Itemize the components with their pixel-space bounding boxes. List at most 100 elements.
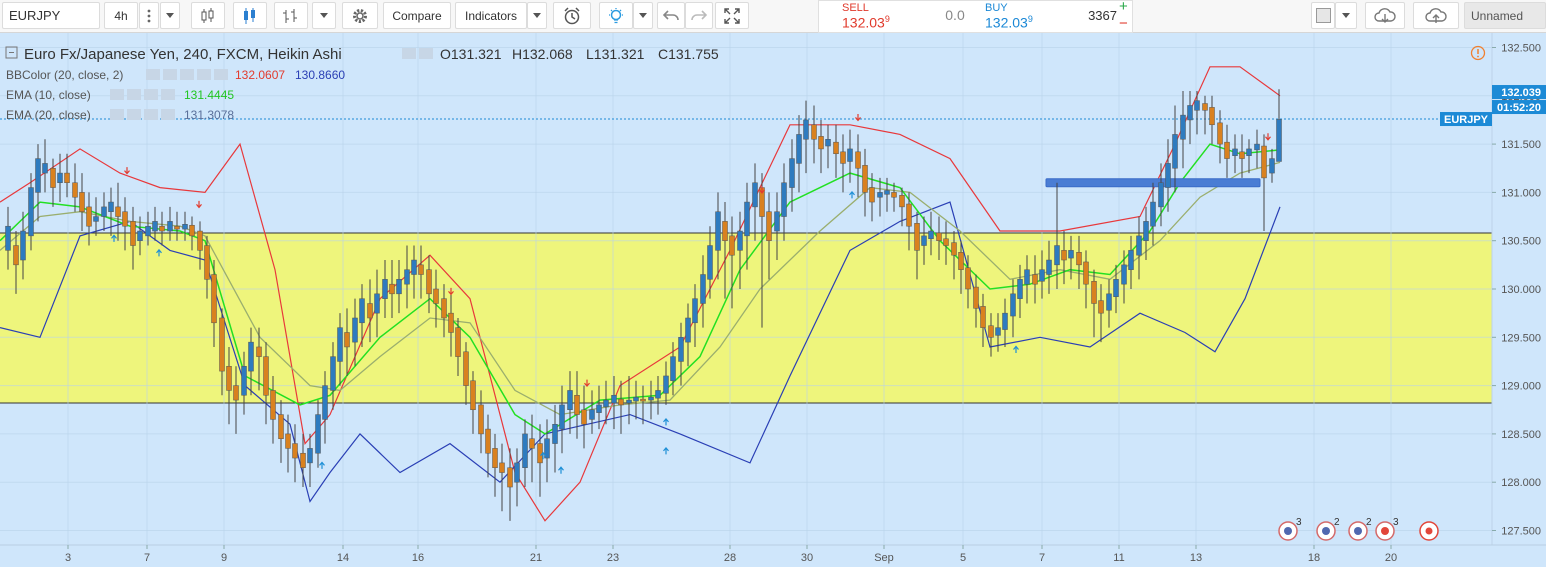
price-axis-panel[interactable]	[1492, 33, 1546, 545]
candle[interactable]	[455, 317, 461, 376]
economic-event-marker[interactable]: 2	[1316, 517, 1340, 541]
ideas-button[interactable]	[599, 2, 633, 29]
candle[interactable]	[337, 313, 343, 386]
candle[interactable]	[1032, 255, 1038, 304]
candle[interactable]	[248, 327, 254, 396]
gear-icon[interactable]	[419, 48, 433, 59]
candle[interactable]	[292, 424, 298, 483]
candle[interactable]	[1098, 284, 1104, 343]
candle[interactable]	[204, 235, 210, 299]
candle[interactable]	[1209, 95, 1215, 145]
buy-button[interactable]: BUY 132.039	[975, 1, 1075, 32]
quantity-minus-button[interactable]: −	[1119, 15, 1128, 32]
candle[interactable]	[28, 173, 34, 251]
candle[interactable]	[86, 192, 92, 246]
candle[interactable]	[774, 192, 780, 261]
candle[interactable]	[159, 211, 165, 246]
candle[interactable]	[137, 216, 143, 256]
candle[interactable]	[499, 443, 505, 512]
plus-icon[interactable]	[144, 109, 158, 120]
candle[interactable]	[692, 284, 698, 347]
gear-icon[interactable]	[127, 109, 141, 120]
candle[interactable]	[300, 433, 306, 488]
candle[interactable]	[1113, 264, 1119, 314]
candle[interactable]	[626, 375, 632, 425]
candle[interactable]	[685, 303, 691, 367]
candle[interactable]	[485, 414, 491, 478]
candle[interactable]	[552, 404, 558, 473]
candle[interactable]	[589, 390, 595, 434]
candle[interactable]	[315, 400, 321, 468]
candle[interactable]	[389, 260, 395, 318]
candle[interactable]	[678, 322, 684, 386]
economic-event-marker[interactable]: 2	[1348, 517, 1372, 541]
candle[interactable]	[167, 206, 173, 241]
candle[interactable]	[478, 390, 484, 454]
source-icon[interactable]	[180, 69, 194, 80]
gear-icon[interactable]	[163, 69, 177, 80]
eye-icon[interactable]	[110, 109, 124, 120]
candle[interactable]	[825, 124, 831, 169]
sell-button[interactable]: SELL 132.039	[833, 1, 953, 32]
gear-icon[interactable]	[127, 89, 141, 100]
candle[interactable]	[122, 197, 128, 251]
candle[interactable]	[537, 424, 543, 497]
candle[interactable]	[64, 153, 70, 198]
candle[interactable]	[93, 197, 99, 236]
candle[interactable]	[670, 342, 676, 396]
layout-name-button[interactable]: Unnamed	[1464, 2, 1546, 29]
candle[interactable]	[382, 260, 388, 318]
candle[interactable]	[869, 173, 875, 222]
candle[interactable]	[1276, 89, 1282, 162]
candle[interactable]	[1246, 139, 1252, 174]
candle[interactable]	[263, 342, 269, 425]
candle[interactable]	[374, 269, 380, 338]
candle[interactable]	[936, 216, 942, 261]
redo-button[interactable]	[685, 2, 713, 29]
candle[interactable]	[433, 269, 439, 328]
candle[interactable]	[855, 134, 861, 198]
candle[interactable]	[1239, 134, 1245, 178]
candle[interactable]	[1039, 250, 1045, 299]
candle[interactable]	[906, 192, 912, 251]
candle[interactable]	[611, 375, 617, 430]
legend-ema10-buttons[interactable]	[110, 89, 175, 100]
candle[interactable]	[1172, 105, 1178, 193]
bars-style-button[interactable]	[191, 2, 225, 29]
candle[interactable]	[899, 187, 905, 227]
warning-icon[interactable]	[1470, 45, 1486, 61]
fullscreen-button[interactable]	[715, 2, 749, 29]
candle[interactable]	[1054, 182, 1060, 289]
candle[interactable]	[715, 192, 721, 280]
chart-type-button[interactable]	[274, 2, 308, 29]
candle[interactable]	[1061, 231, 1067, 285]
eye-icon[interactable]	[146, 69, 160, 80]
candle[interactable]	[847, 129, 853, 183]
candle[interactable]	[182, 211, 188, 241]
candle[interactable]	[988, 313, 994, 357]
candle[interactable]	[492, 433, 498, 497]
candle[interactable]	[233, 366, 239, 434]
candle[interactable]	[1232, 134, 1238, 174]
candle[interactable]	[1224, 124, 1230, 178]
legend-bb-buttons[interactable]	[146, 69, 228, 80]
candle[interactable]	[307, 433, 313, 488]
candle[interactable]	[367, 279, 373, 343]
candle[interactable]	[20, 211, 26, 280]
candle[interactable]	[1158, 163, 1164, 227]
candle[interactable]	[241, 351, 247, 415]
legend-ema20-buttons[interactable]	[110, 109, 175, 120]
candle[interactable]	[1136, 216, 1142, 280]
candle[interactable]	[426, 255, 432, 314]
candle[interactable]	[42, 139, 48, 193]
candle[interactable]	[1068, 235, 1074, 280]
candle[interactable]	[559, 385, 565, 454]
candle[interactable]	[130, 206, 136, 270]
candle[interactable]	[330, 342, 336, 410]
candle[interactable]	[226, 346, 232, 425]
candle[interactable]	[152, 206, 158, 241]
economic-event-marker[interactable]: 3	[1375, 517, 1399, 541]
undo-button[interactable]	[657, 2, 685, 29]
candle[interactable]	[729, 216, 735, 309]
candle[interactable]	[411, 245, 417, 299]
